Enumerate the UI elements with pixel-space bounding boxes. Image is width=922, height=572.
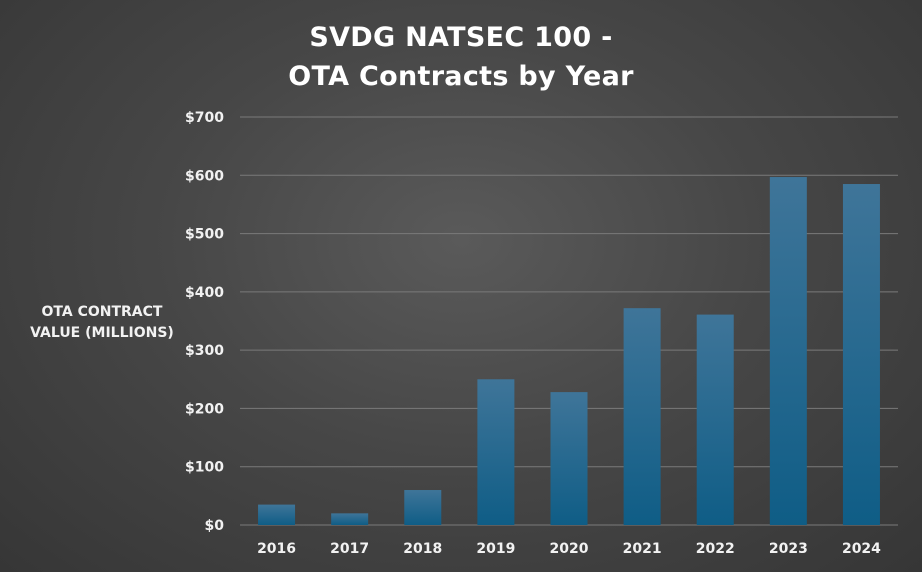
y-axis-label-line-1: OTA CONTRACT — [42, 304, 163, 320]
x-tick-label: 2018 — [403, 541, 442, 557]
bar-2022 — [696, 314, 734, 525]
y-tick-label: $400 — [185, 285, 224, 301]
y-tick-label: $700 — [185, 110, 224, 126]
x-tick-label: 2022 — [696, 541, 735, 557]
bar-2024 — [842, 184, 880, 525]
y-tick-label: $200 — [185, 401, 224, 417]
bar-2023 — [769, 177, 807, 525]
bar-2017 — [331, 513, 369, 525]
x-axis-ticks: 2016 2017 2018 2019 2020 2021 2022 2023 2024 — [257, 541, 881, 557]
x-tick-label: 2021 — [623, 541, 662, 557]
y-tick-label: $500 — [185, 227, 224, 243]
y-tick-label: $300 — [185, 343, 224, 359]
chart-title-line-2: OTA Contracts by Year — [288, 61, 634, 92]
y-axis-ticks: $0 $100 $200 $300 $400 $500 $600 $700 — [185, 110, 224, 534]
bar-2018 — [404, 490, 442, 525]
y-tick-label: $100 — [185, 460, 224, 476]
y-tick-label: $0 — [205, 518, 225, 534]
bar-2020 — [550, 392, 588, 525]
x-tick-label: 2023 — [769, 541, 808, 557]
y-axis-label-line-2: VALUE (MILLIONS) — [30, 325, 174, 341]
bar-2019 — [477, 379, 515, 525]
x-tick-label: 2017 — [330, 541, 369, 557]
x-tick-label: 2024 — [842, 541, 881, 557]
x-tick-label: 2019 — [476, 541, 515, 557]
bar-2016 — [258, 504, 296, 525]
bar-2021 — [623, 308, 661, 525]
x-tick-label: 2020 — [550, 541, 589, 557]
chart-title-line-1: SVDG NATSEC 100 - — [309, 22, 612, 53]
bars — [258, 177, 880, 525]
x-tick-label: 2016 — [257, 541, 296, 557]
y-tick-label: $600 — [185, 168, 224, 184]
